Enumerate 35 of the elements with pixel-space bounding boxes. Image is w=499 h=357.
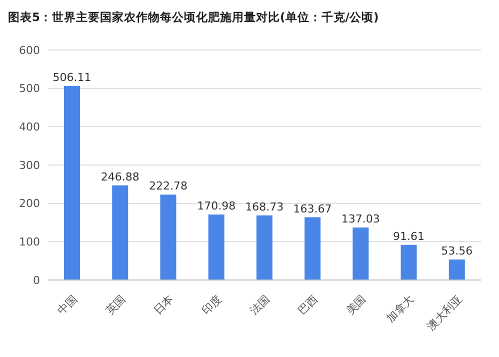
- y-tick-label: 400: [19, 120, 40, 134]
- bar: [352, 227, 369, 280]
- y-tick-label: 300: [19, 158, 40, 172]
- bar: [400, 244, 417, 280]
- data-label: 137.03: [341, 212, 380, 226]
- bar: [304, 217, 321, 280]
- x-tick-label: 日本: [151, 292, 176, 318]
- data-label: 246.88: [100, 170, 140, 184]
- y-tick-label: 500: [19, 82, 40, 96]
- data-label: 163.67: [293, 202, 332, 216]
- y-tick-label: 100: [19, 236, 40, 249]
- bar: [208, 214, 224, 280]
- data-label: 53.56: [441, 244, 473, 258]
- x-tick-label: 美国: [344, 292, 368, 318]
- x-tick-label: 中国: [55, 292, 80, 318]
- y-tick-label: 200: [19, 197, 40, 210]
- x-tick-label: 法国: [248, 292, 272, 318]
- y-tick-label: 600: [19, 44, 40, 57]
- x-tick-label: 英国: [103, 292, 128, 318]
- bar: [112, 185, 128, 280]
- x-tick-label: 澳大利亚: [424, 292, 465, 333]
- data-label: 91.61: [393, 230, 425, 243]
- x-tick-label: 加拿大: [384, 292, 417, 326]
- bar: [160, 194, 176, 280]
- bar: [448, 259, 465, 280]
- x-tick-label: 巴西: [296, 292, 320, 318]
- bar: [256, 215, 272, 280]
- data-label: 168.73: [245, 200, 284, 214]
- data-label: 222.78: [148, 180, 188, 193]
- data-label: 170.98: [197, 199, 236, 212]
- data-label: 506.11: [52, 70, 92, 84]
- chart-title: 图表5：世界主要国家农作物每公顷化肥施用量对比(单位：千克/公顷): [8, 9, 380, 26]
- x-tick-label: 印度: [199, 292, 224, 318]
- bar: [64, 86, 80, 280]
- y-tick-label: 0: [33, 274, 40, 287]
